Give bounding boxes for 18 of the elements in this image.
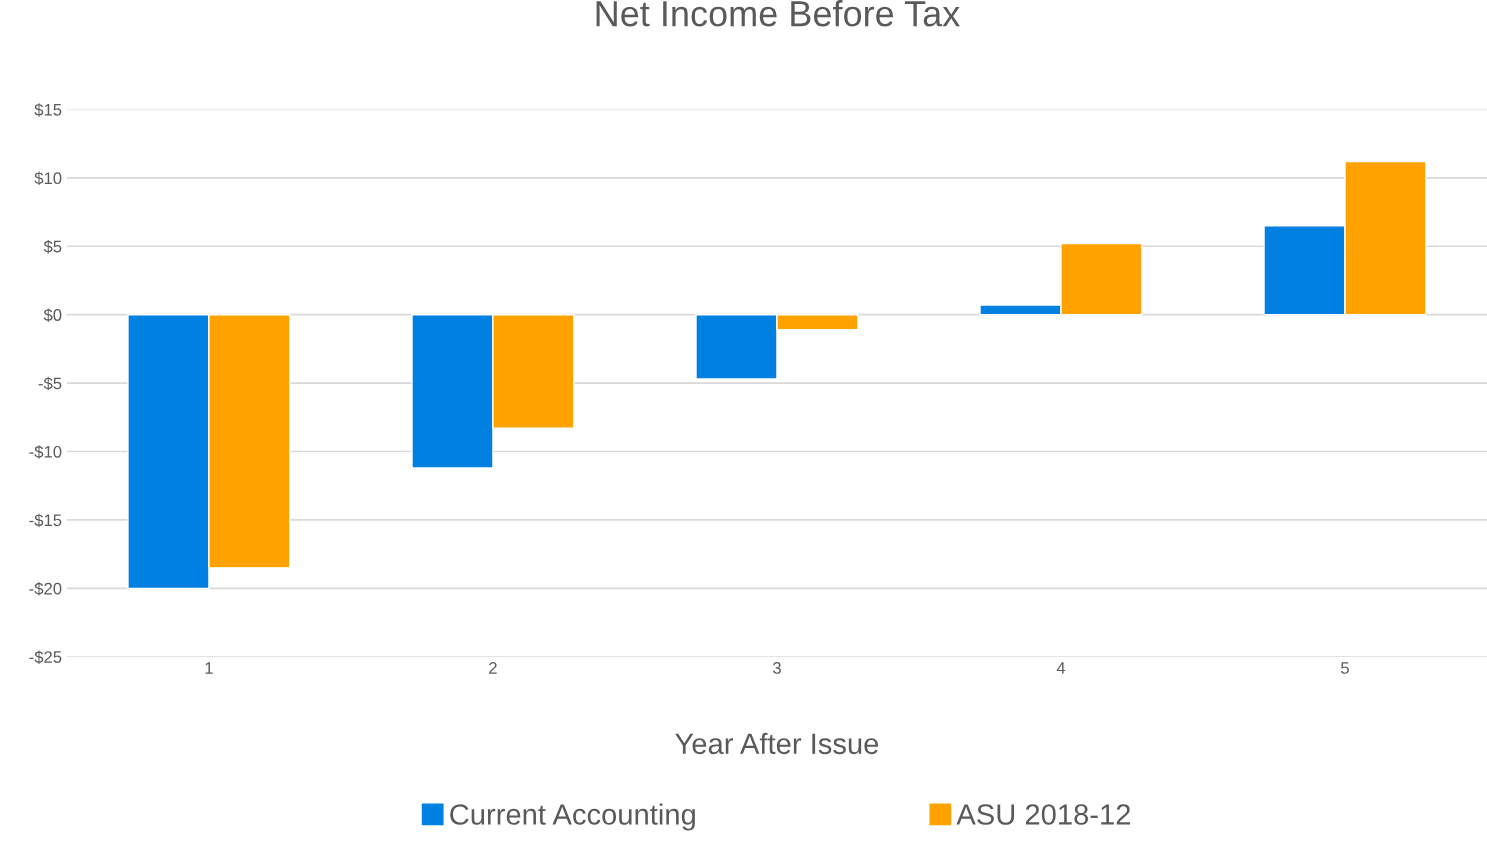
legend-label: Current Accounting (450, 803, 695, 831)
x-axis-title: Year After Issue (675, 732, 879, 755)
y-tick-label: -$10 (29, 445, 62, 459)
y-tick-label: $10 (34, 171, 62, 186)
x-tick-label: 5 (1341, 662, 1349, 674)
y-tick-label: $0 (43, 308, 62, 322)
y-tick-label: -$20 (29, 582, 62, 596)
legend-label: ASU 2018-12 (956, 804, 1130, 825)
x-tick-label: 2 (489, 662, 497, 674)
x-tick-label: 1 (205, 662, 213, 674)
y-tick-label: -$15 (29, 513, 62, 528)
y-tick-label: -$25 (29, 650, 62, 664)
x-tick-label: 3 (772, 662, 781, 674)
y-tick-label: -$5 (38, 376, 62, 391)
y-tick-label: $15 (34, 103, 62, 117)
chart-title: Net Income Before Tax (596, 0, 960, 27)
y-tick-label: $5 (43, 239, 62, 254)
x-tick-label: 4 (1056, 662, 1066, 674)
